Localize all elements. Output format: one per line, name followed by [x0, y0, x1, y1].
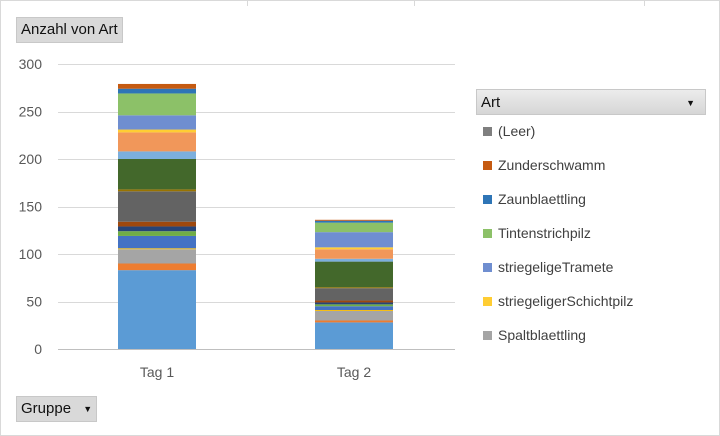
- bar-segment[interactable]: [118, 226, 196, 232]
- legend-swatch: [483, 126, 492, 136]
- axis-field-button[interactable]: Gruppe ▼: [16, 396, 98, 422]
- legend-label: striegeligeTramete: [498, 259, 614, 275]
- legend-label: Spaltblaettling: [498, 327, 586, 343]
- bar-segment[interactable]: [118, 93, 196, 116]
- bar-segment[interactable]: [315, 222, 393, 233]
- sheet-grid-line: [644, 0, 645, 6]
- axis-field-label: Gruppe: [21, 400, 72, 417]
- bar-segment[interactable]: [315, 320, 393, 323]
- y-tick-label: 300: [19, 56, 43, 72]
- bar-segment[interactable]: [118, 83, 196, 89]
- bar-segment[interactable]: [118, 115, 196, 130]
- y-tick-label: 200: [19, 151, 43, 167]
- legend-swatch: [483, 262, 492, 272]
- legend-item[interactable]: Spaltblaettling: [483, 326, 586, 344]
- bar-segment[interactable]: [118, 191, 196, 222]
- legend-label: striegeligerSchichtpilz: [498, 293, 634, 309]
- y-tick-label: 150: [19, 199, 43, 215]
- legend-item[interactable]: Zaunblaettling: [483, 190, 586, 208]
- bar-segment[interactable]: [118, 249, 196, 264]
- legend-field-button[interactable]: Art ▼: [476, 89, 706, 115]
- bar-segment[interactable]: [118, 151, 196, 159]
- chevron-down-icon: ▼: [83, 404, 93, 415]
- bar-segment[interactable]: [315, 311, 393, 321]
- bar-segment[interactable]: [315, 249, 393, 259]
- bar-segment[interactable]: [315, 247, 393, 250]
- bar-segment[interactable]: [118, 221, 196, 227]
- bar-segment[interactable]: [315, 300, 393, 303]
- bar-segment[interactable]: [315, 310, 393, 311]
- bar-segment[interactable]: [315, 304, 393, 307]
- legend-swatch: [483, 228, 492, 238]
- legend-item[interactable]: Zunderschwamm: [483, 156, 605, 174]
- bar-segment[interactable]: [315, 232, 393, 248]
- bar-segment[interactable]: [118, 189, 196, 192]
- legend-field-label: Art: [481, 94, 501, 111]
- bar-segment[interactable]: [315, 287, 393, 289]
- axis-labels: 0 50 100 150 200 250 300 Tag 1 Tag 2: [19, 56, 372, 380]
- bar-segment[interactable]: [315, 302, 393, 305]
- legend-swatch: [483, 194, 492, 204]
- bar-segment[interactable]: [118, 235, 196, 249]
- bar-segment[interactable]: [315, 219, 393, 221]
- legend-item[interactable]: striegeligeTramete: [483, 258, 613, 276]
- bar-segment[interactable]: [118, 159, 196, 190]
- legend-swatch: [483, 296, 492, 306]
- bar-segment[interactable]: [315, 261, 393, 288]
- bar-segment[interactable]: [118, 129, 196, 133]
- value-field-button[interactable]: Anzahl von Art: [16, 17, 123, 43]
- legend-label: Zaunblaettling: [498, 191, 586, 207]
- bar-segment[interactable]: [315, 288, 393, 301]
- bar-segment[interactable]: [315, 258, 393, 262]
- legend-label: Zunderschwamm: [498, 157, 606, 173]
- bars: [118, 83, 393, 349]
- bar-segment[interactable]: [118, 263, 196, 271]
- x-tick-label: Tag 1: [140, 364, 174, 380]
- legend-item[interactable]: striegeligerSchichtpilz: [483, 292, 633, 310]
- gridlines: [58, 64, 455, 350]
- bar-segment[interactable]: [315, 322, 393, 349]
- x-tick-label: Tag 2: [337, 364, 371, 380]
- y-tick-label: 250: [19, 104, 43, 120]
- legend-swatch: [483, 160, 492, 170]
- value-field-label: Anzahl von Art: [21, 21, 118, 38]
- sheet-grid-line: [414, 0, 415, 6]
- sheet-grid-line: [247, 0, 248, 6]
- legend-item[interactable]: (Leer): [483, 122, 535, 140]
- bar-segment[interactable]: [118, 248, 196, 250]
- legend-label: Tintenstrichpilz: [498, 225, 591, 241]
- legend-label: (Leer): [498, 123, 536, 139]
- bar-segment[interactable]: [118, 132, 196, 152]
- legend-swatch: [483, 330, 492, 340]
- bar-segment[interactable]: [315, 220, 393, 223]
- legend-item[interactable]: Tintenstrichpilz: [483, 224, 591, 242]
- y-tick-label: 0: [34, 341, 42, 357]
- bar-segment[interactable]: [118, 231, 196, 236]
- bar-segment[interactable]: [315, 306, 393, 311]
- y-tick-label: 50: [26, 294, 42, 310]
- bar-segment[interactable]: [118, 88, 196, 94]
- bar-segment[interactable]: [118, 270, 196, 349]
- y-tick-label: 100: [19, 246, 43, 262]
- chevron-down-icon: ▼: [686, 98, 695, 108]
